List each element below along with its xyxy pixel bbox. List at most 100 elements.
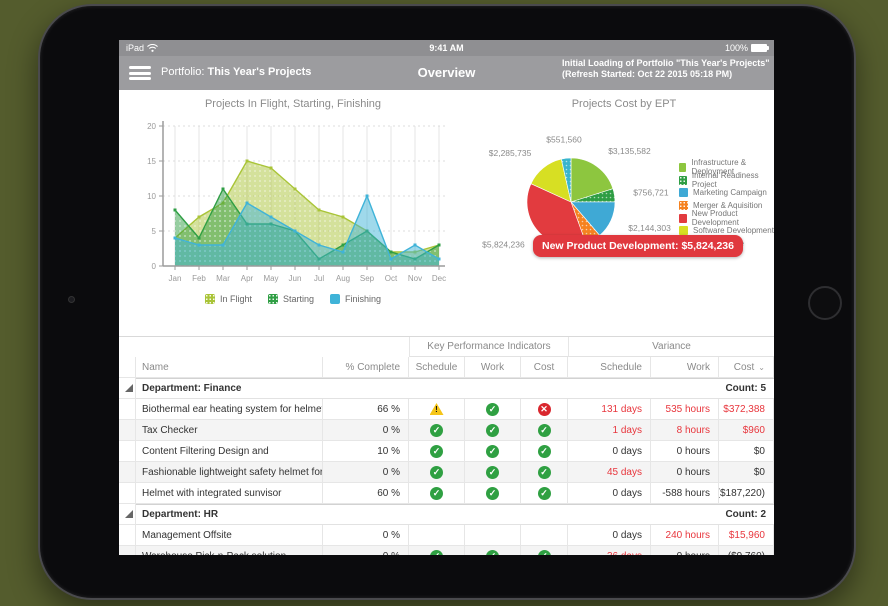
column-header-work[interactable]: Work <box>465 357 521 378</box>
status-ok-icon: ✓ <box>537 423 551 437</box>
portfolio-name: This Year's Projects <box>207 66 312 78</box>
group-name: Department: HR <box>142 509 219 520</box>
percent-complete: 0 % <box>323 420 409 441</box>
percent-complete: 0 % <box>323 525 409 546</box>
table-group-row[interactable]: Department: Finance Count: 5 <box>119 378 774 399</box>
legend-swatch-icon <box>679 188 688 198</box>
column-header--complete[interactable]: % Complete <box>323 357 409 378</box>
svg-text:10: 10 <box>147 192 156 201</box>
kpi-cell: ✓ <box>409 546 465 555</box>
status-ok-icon: ✓ <box>430 465 443 479</box>
kpi-cell: ✓ <box>409 462 465 483</box>
area-chart-title: Projects In Flight, Starting, Finishing <box>204 98 382 110</box>
variance-cell: 0 hours <box>651 441 719 462</box>
variance-cell: ($9,760) <box>719 546 774 555</box>
percent-complete: 60 % <box>323 483 409 504</box>
variance-cell: 0 days <box>568 525 651 546</box>
legend-label: In Flight <box>219 294 252 304</box>
svg-text:Dec: Dec <box>432 274 446 283</box>
legend-swatch-icon <box>330 294 340 304</box>
variance-cell: -588 hours <box>651 483 719 504</box>
kpi-cell: ✓ <box>409 483 465 504</box>
expand-collapse-icon[interactable] <box>125 384 133 392</box>
page-title: Overview <box>417 65 476 80</box>
svg-text:$3,135,582: $3,135,582 <box>608 146 651 156</box>
pie-legend-item[interactable]: Software Development <box>679 224 774 237</box>
column-header-name[interactable]: Name <box>136 357 323 378</box>
legend-label: Marketing Campaign <box>693 188 767 198</box>
legend-label: Internal Readiness Project <box>691 171 759 190</box>
svg-text:Aug: Aug <box>336 274 350 283</box>
project-name: Tax Checker <box>136 420 323 441</box>
nav-bar: Portfolio: This Year's Projects Overview… <box>119 56 774 90</box>
home-button[interactable] <box>808 286 842 320</box>
status-ok-icon: ✓ <box>430 486 443 500</box>
sort-chevron-icon: ⌄ <box>758 362 765 372</box>
column-header-work[interactable]: Work <box>651 357 719 378</box>
table-row[interactable]: Management Offsite 0 % 0 days 240 hours $15… <box>119 525 774 546</box>
column-header-schedule[interactable]: Schedule <box>568 357 651 378</box>
variance-cell: 535 hours <box>651 399 719 420</box>
group-name: Department: Finance <box>142 383 242 394</box>
table-row[interactable]: Tax Checker 0 % ✓ ✓ ✓ 1 days 8 hours $960 <box>119 420 774 441</box>
kpi-cell: ✓ <box>465 420 521 441</box>
pie-legend-item[interactable]: Internal Readiness Project <box>679 171 774 190</box>
variance-cell: $0 <box>719 441 774 462</box>
pie-legend-item[interactable]: Infrastructure & Deployment <box>679 158 774 177</box>
column-header-cost[interactable]: Cost ⌄ <box>719 357 774 378</box>
kpi-cell: ✓ <box>465 546 521 555</box>
status-ok-icon: ✓ <box>486 402 499 416</box>
column-header-cost[interactable]: Cost <box>521 357 568 378</box>
legend-swatch-icon <box>679 162 687 172</box>
percent-complete: 66 % <box>323 399 409 420</box>
legend-label: Software Development <box>693 226 774 236</box>
legend-item-starting[interactable]: Starting <box>267 294 314 304</box>
status-ok-icon: ✓ <box>537 549 551 555</box>
variance-cell: ($187,220) <box>719 483 774 504</box>
area-chart-legend: In Flight Starting Finishing <box>133 294 453 304</box>
table-row[interactable]: Helmet with integrated sunvisor 60 % ✓ ✓ ✓ 0… <box>119 483 774 504</box>
percent-complete: 0 % <box>323 546 409 555</box>
table-row[interactable]: Biothermal ear heating system for helmet… <box>119 399 774 420</box>
svg-text:May: May <box>263 274 278 283</box>
portfolio-table: Key Performance Indicators Variance Name… <box>119 336 774 555</box>
pie-legend-item[interactable]: Merger & Aquisition <box>679 199 774 212</box>
percent-complete: 0 % <box>323 462 409 483</box>
status-ok-icon: ✓ <box>430 444 443 458</box>
pie-legend-item[interactable]: New Product Development <box>679 209 774 227</box>
table-group-row[interactable]: Department: HR Count: 2 <box>119 504 774 525</box>
kpi-cell: ✓ <box>465 441 521 462</box>
svg-text:Jan: Jan <box>169 274 182 283</box>
project-name: Helmet with integrated sunvisor <box>136 483 323 504</box>
table-row[interactable]: Content Filtering Design and 10 % ✓ ✓ ✓ 0 da… <box>119 441 774 462</box>
group-count: Count: 2 <box>725 509 766 520</box>
status-ok-icon: ✓ <box>430 423 443 437</box>
table-row[interactable]: Fashionable lightweight safety helmet fo… <box>119 462 774 483</box>
status-bar: iPad 9:41 AM 100% <box>119 40 774 56</box>
table-row[interactable]: Warehouse Pick-n-Pack solution 0 % ✓ ✓ ✓ 36 … <box>119 546 774 555</box>
variance-cell: 240 hours <box>651 525 719 546</box>
kpi-cell: ✓ <box>521 483 568 504</box>
svg-text:20: 20 <box>147 122 156 131</box>
breadcrumb[interactable]: Portfolio: This Year's Projects <box>161 66 311 78</box>
legend-item-finishing[interactable]: Finishing <box>330 294 381 304</box>
status-error-icon: ✕ <box>537 402 551 416</box>
legend-label: Infrastructure & Deployment <box>691 158 747 177</box>
portfolio-label: Portfolio: <box>161 66 205 78</box>
expand-collapse-icon[interactable] <box>125 510 133 518</box>
legend-swatch-icon <box>679 226 688 236</box>
project-name: Fashionable lightweight safety helmet fo… <box>136 462 323 483</box>
menu-icon[interactable] <box>129 66 151 80</box>
legend-item-in-flight[interactable]: In Flight <box>204 294 252 304</box>
column-header-schedule[interactable]: Schedule <box>409 357 465 378</box>
kpi-cell: ✓ <box>521 546 568 555</box>
status-ok-icon: ✓ <box>486 444 499 458</box>
legend-swatch-icon <box>267 294 278 304</box>
kpi-cell: ! <box>409 399 465 420</box>
project-name: Biothermal ear heating system for helmet… <box>136 399 323 420</box>
kpi-cell: ✓ <box>465 399 521 420</box>
kpi-cell <box>521 525 568 546</box>
pie-legend-item[interactable]: Marketing Campaign <box>679 186 774 199</box>
variance-cell: $0 <box>719 462 774 483</box>
legend-label: Starting <box>282 294 314 304</box>
